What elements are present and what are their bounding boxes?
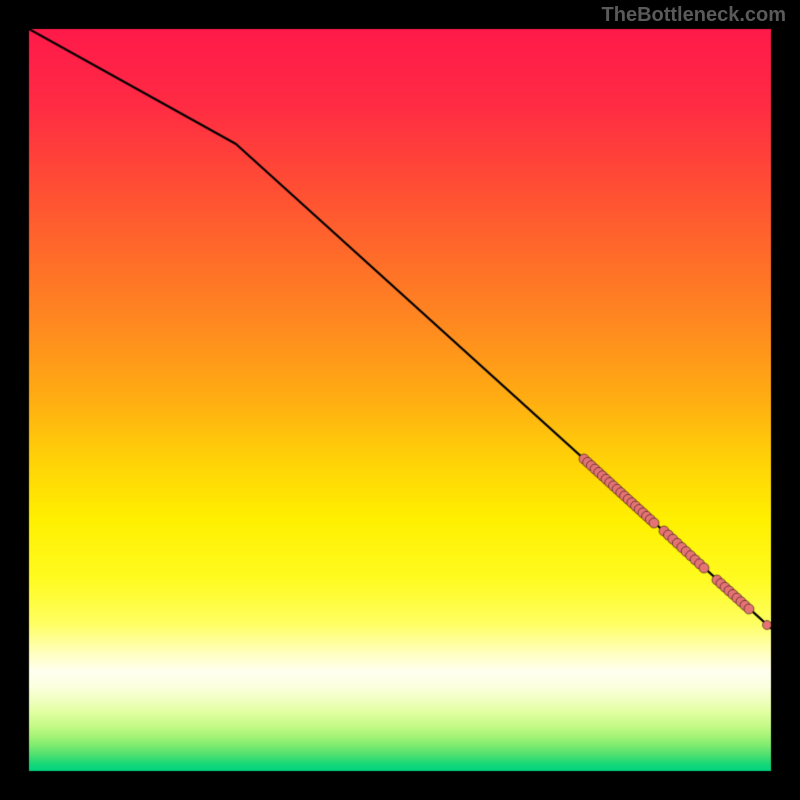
watermark-text: TheBottleneck.com xyxy=(602,4,786,27)
bottleneck-chart-canvas xyxy=(0,0,800,800)
chart-container: TheBottleneck.com xyxy=(0,0,800,800)
